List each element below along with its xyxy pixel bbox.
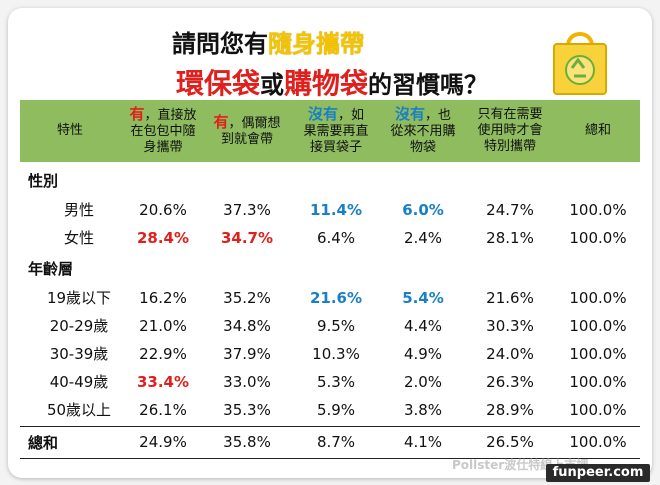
cell-value: 30.3% <box>486 317 534 335</box>
eco-shopping-bag-icon <box>553 32 607 95</box>
table-row-female: 女性 28.4% 34.7% 6.4% 2.4% 28.1% 100.0% <box>20 224 640 252</box>
cell-value: 33.0% <box>223 373 271 391</box>
row-label: 40-49歲 <box>49 373 109 391</box>
cell-value: 35.3% <box>223 401 271 419</box>
cell-value: 28.9% <box>486 401 534 419</box>
table-row-male: 男性 20.6% 37.3% 11.4% 6.0% 24.7% 100.0% <box>20 196 640 224</box>
cell-value: 5.9% <box>316 401 356 419</box>
cell-value: 100.0% <box>569 289 627 307</box>
title-text: 請問您有 <box>172 29 268 58</box>
row-label: 男性 <box>63 201 94 219</box>
cell-value: 9.5% <box>316 317 356 335</box>
group-row-gender: 性別 <box>20 166 640 194</box>
cell-value: 37.9% <box>223 345 271 363</box>
row-label: 20-29歲 <box>49 317 109 335</box>
row-label: 30-39歲 <box>49 345 109 363</box>
cell-value: 4.9% <box>403 345 443 363</box>
cell-value: 100.0% <box>569 373 627 391</box>
cell-value: 22.9% <box>139 345 187 363</box>
title-text: 的習慣嗎？ <box>368 70 489 99</box>
header-total: 總和 <box>584 123 611 138</box>
cell-value: 4.1% <box>403 433 443 451</box>
cell-value: 5.4% <box>402 289 444 307</box>
cell-value: 20.6% <box>139 201 187 219</box>
title-red-1: 環保袋 <box>176 67 261 100</box>
row-label: 19歲以下 <box>46 289 112 307</box>
group-label: 年齡層 <box>28 260 74 278</box>
bottom-divider <box>20 458 640 459</box>
table-row-age-under-19: 19歲以下 16.2% 35.2% 21.6% 5.4% 21.6% 100.0… <box>20 284 640 312</box>
cell-value: 4.4% <box>403 317 443 335</box>
site-watermark: funpeer.com <box>546 464 650 482</box>
cell-value: 35.8% <box>223 433 271 451</box>
cell-value: 26.3% <box>486 373 534 391</box>
cell-value: 26.5% <box>486 433 534 451</box>
cell-value: 28.4% <box>136 229 190 247</box>
title-line-1: 請問您有隨身攜帶 <box>172 24 364 59</box>
title-highlight: 隨身攜帶 <box>268 29 364 58</box>
header-characteristic: 特性 <box>56 123 83 138</box>
header-never-use: 沒有，也 從來不用購 物袋 <box>390 105 456 155</box>
title-text: 或 <box>260 70 285 99</box>
cell-value: 21.6% <box>486 289 534 307</box>
cell-value: 37.3% <box>223 201 271 219</box>
table-row-age-40-49: 40-49歲 33.4% 33.0% 5.3% 2.0% 26.3% 100.0… <box>20 368 640 396</box>
group-label: 性別 <box>28 172 59 190</box>
cell-value: 8.7% <box>316 433 356 451</box>
cell-value: 34.7% <box>220 229 274 247</box>
table-header-band <box>20 100 640 162</box>
table-row-total: 總和 24.9% 35.8% 8.7% 4.1% 26.5% 100.0% <box>20 428 640 456</box>
row-label: 女性 <box>63 229 94 247</box>
cell-value: 6.4% <box>316 229 356 247</box>
total-divider <box>20 426 640 427</box>
cell-value: 28.1% <box>486 229 534 247</box>
content-card <box>8 8 652 478</box>
cell-value: 34.8% <box>223 317 271 335</box>
cell-value: 24.7% <box>486 201 534 219</box>
cell-value: 11.4% <box>309 201 363 219</box>
title-line-2: 環保袋或購物袋的習慣嗎？ <box>176 62 488 102</box>
cell-value: 2.4% <box>403 229 443 247</box>
cell-value: 16.2% <box>139 289 187 307</box>
cell-value: 100.0% <box>569 401 627 419</box>
row-label: 50歲以上 <box>46 401 112 419</box>
header-carry-when-needed: 只有在需要 使用時才會 特別攜帶 <box>477 107 543 154</box>
cell-value: 21.0% <box>139 317 187 335</box>
total-label: 總和 <box>28 434 59 452</box>
cell-value: 33.4% <box>136 373 190 391</box>
title-red-2: 購物袋 <box>284 67 369 100</box>
cell-value: 26.1% <box>139 401 187 419</box>
cell-value: 21.6% <box>309 289 363 307</box>
header-sometimes-carry: 有，偶爾想 到就會帶 <box>213 113 281 147</box>
cell-value: 5.3% <box>316 373 356 391</box>
cell-value: 3.8% <box>403 401 443 419</box>
cell-value: 100.0% <box>569 229 627 247</box>
cell-value: 100.0% <box>569 433 627 451</box>
cell-value: 35.2% <box>223 289 271 307</box>
table-row-age-50-plus: 50歲以上 26.1% 35.3% 5.9% 3.8% 28.9% 100.0% <box>20 396 640 424</box>
cell-value: 2.0% <box>403 373 443 391</box>
cell-value: 100.0% <box>569 201 627 219</box>
table-row-age-30-39: 30-39歲 22.9% 37.9% 10.3% 4.9% 24.0% 100.… <box>20 340 640 368</box>
cell-value: 6.0% <box>402 201 444 219</box>
cell-value: 100.0% <box>569 345 627 363</box>
header-always-carry: 有，直接放 在包包中隨 身攜帶 <box>129 105 197 155</box>
cell-value: 100.0% <box>569 317 627 335</box>
cell-value: 10.3% <box>312 345 360 363</box>
header-buy-when-needed: 沒有，如 果需要再直 接買袋子 <box>303 105 369 155</box>
cell-value: 24.9% <box>139 433 187 451</box>
table-row-age-20-29: 20-29歲 21.0% 34.8% 9.5% 4.4% 30.3% 100.0… <box>20 312 640 340</box>
group-row-age: 年齡層 <box>20 254 640 282</box>
cell-value: 24.0% <box>486 345 534 363</box>
